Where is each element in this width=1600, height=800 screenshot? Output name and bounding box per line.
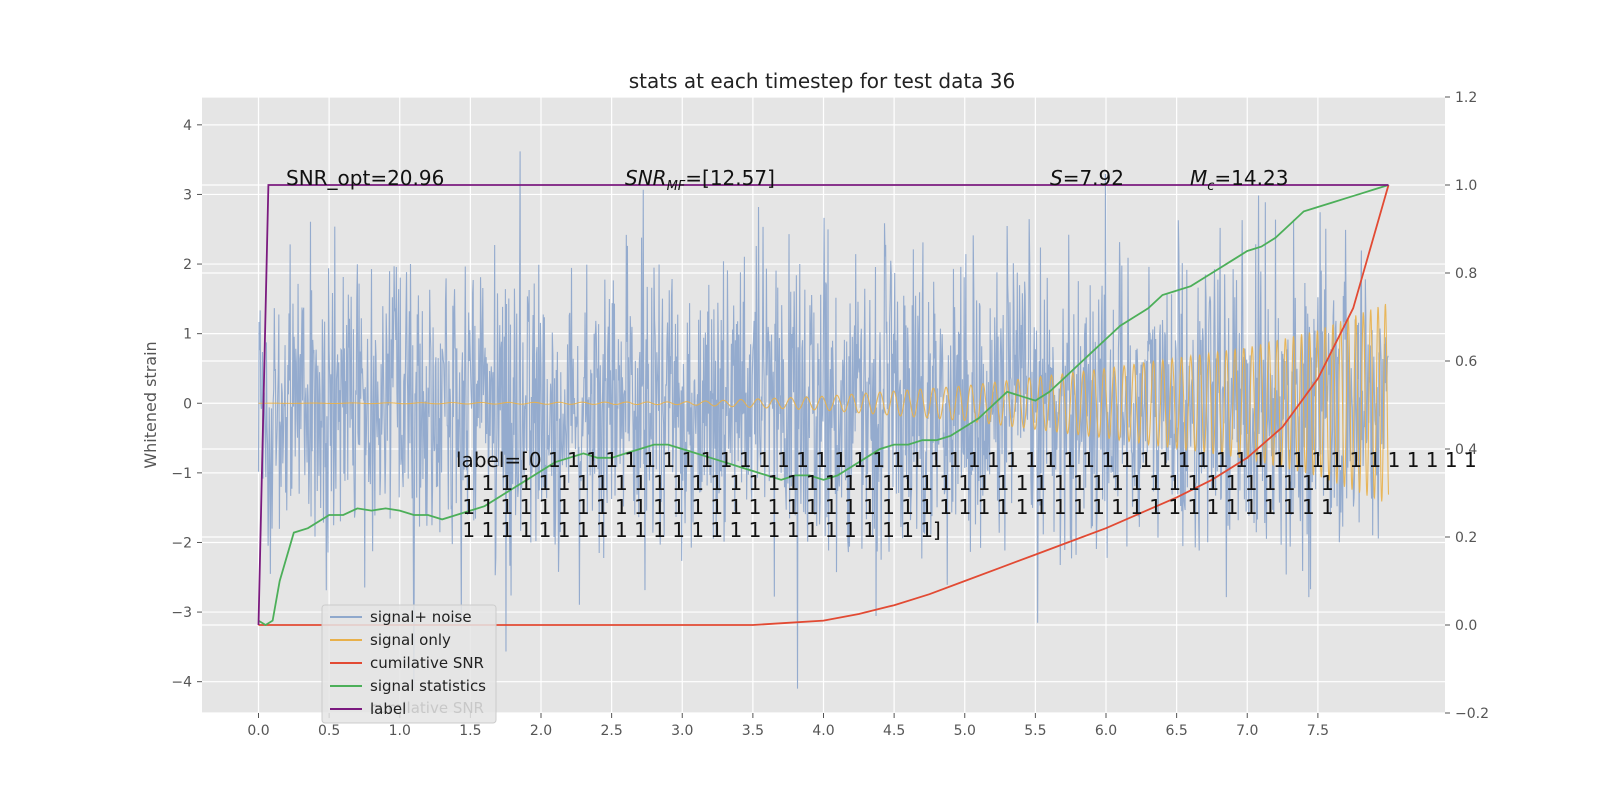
line-cumulative-snr — [258, 184, 1390, 626]
annotation-s: S=7.92 — [1050, 166, 1124, 190]
legend-label-signal-noise: signal+ noise — [370, 608, 472, 626]
x-tick-label: 7.5 — [1307, 723, 1329, 739]
annotation-snr-mf: SNRMF=[12.57] — [625, 166, 775, 194]
legend-label-signal-statistics: signal statistics — [370, 677, 486, 695]
x-tick-label: 1.5 — [459, 723, 481, 739]
x-tick-label: 3.5 — [742, 723, 764, 739]
y-tick-label: −1 — [171, 466, 192, 482]
x-tick-label: 7.0 — [1236, 723, 1258, 739]
line-signal-statistics — [258, 184, 1389, 627]
y2-tick-label: 0.4 — [1455, 442, 1477, 458]
annotation-label-line-2: 1 1 1 1 1 1 1 1 1 1 1 1 1 1 1 1 1 1 1 1 … — [456, 471, 1334, 495]
annotation-mc: Mc=14.23 — [1190, 166, 1288, 194]
y-axis-right: 1.2 1.0 0.8 0.6 0.4 0.2 0.0 −0.2 — [1445, 90, 1489, 722]
legend-label-signal-only: signal only — [370, 631, 451, 649]
y-tick-label: −3 — [171, 605, 192, 621]
x-tick-label: 0.5 — [318, 723, 340, 739]
y-tick-label: −4 — [171, 675, 192, 691]
y2-tick-label: 0.8 — [1455, 266, 1477, 282]
annotation-snr-opt: SNR_opt=20.96 — [286, 166, 444, 190]
x-tick-label: 5.5 — [1024, 723, 1046, 739]
annotation-label-line-4: 1 1 1 1 1 1 1 1 1 1 1 1 1 1 1 1 1 1 1 1 … — [456, 518, 941, 542]
legend-ghost-text: cumilative SNR — [370, 699, 484, 717]
x-tick-label: 6.0 — [1095, 723, 1117, 739]
y2-tick-label: 0.2 — [1455, 530, 1477, 546]
x-tick-label: 3.0 — [671, 723, 693, 739]
legend: cumilative SNR signal+ noise signal only… — [321, 604, 497, 724]
y2-tick-label: −0.2 — [1455, 706, 1489, 722]
y2-tick-label: 1.2 — [1455, 90, 1477, 106]
series-lines — [257, 184, 1390, 627]
x-tick-label: 5.0 — [954, 723, 976, 739]
y2-tick-label: 0.0 — [1455, 618, 1477, 634]
y-tick-label: 1 — [183, 327, 192, 343]
y-tick-label: 3 — [183, 187, 192, 203]
x-tick-label: 2.5 — [600, 723, 622, 739]
chart-title: stats at each timestep for test data 36 — [629, 69, 1015, 93]
x-tick-label: 4.5 — [883, 723, 905, 739]
legend-box — [321, 604, 497, 724]
x-tick-label: 0.0 — [247, 723, 269, 739]
annotation-label-line-3: 1 1 1 1 1 1 1 1 1 1 1 1 1 1 1 1 1 1 1 1 … — [456, 495, 1334, 519]
y-tick-label: 4 — [183, 118, 192, 134]
y-axis-label: Whitened strain — [141, 341, 160, 468]
legend-label-label: label — [370, 700, 406, 718]
y-tick-label: 0 — [183, 396, 192, 412]
x-tick-label: 1.0 — [389, 723, 411, 739]
y-tick-label: 2 — [183, 257, 192, 273]
line-label — [257, 184, 1389, 626]
y-tick-label: −2 — [171, 535, 192, 551]
y2-tick-label: 0.6 — [1455, 354, 1477, 370]
annotations: SNR_opt=20.96 SNRMF=[12.57] S=7.92 Mc=14… — [286, 166, 1477, 542]
y2-tick-label: 1.0 — [1455, 178, 1477, 194]
annotation-label-line-1: label=[0 1 1 1 1 1 1 1 1 1 1 1 1 1 1 1 1… — [456, 448, 1477, 472]
x-tick-label: 4.0 — [812, 723, 834, 739]
x-tick-label: 6.5 — [1165, 723, 1187, 739]
x-axis: 0.0 0.5 1.0 1.5 2.0 2.5 3.0 3.5 4.0 4.5 5.0 5.5 6.0 6… — [247, 713, 1329, 739]
x-tick-label: 2.0 — [530, 723, 552, 739]
y-axis-left: 4 3 2 1 0 −1 −2 −3 −4 — [171, 118, 202, 691]
legend-label-cumulative-snr: cumilative SNR — [370, 654, 484, 672]
line-signal-only — [258, 303, 1390, 502]
series-signal-only — [258, 303, 1390, 502]
